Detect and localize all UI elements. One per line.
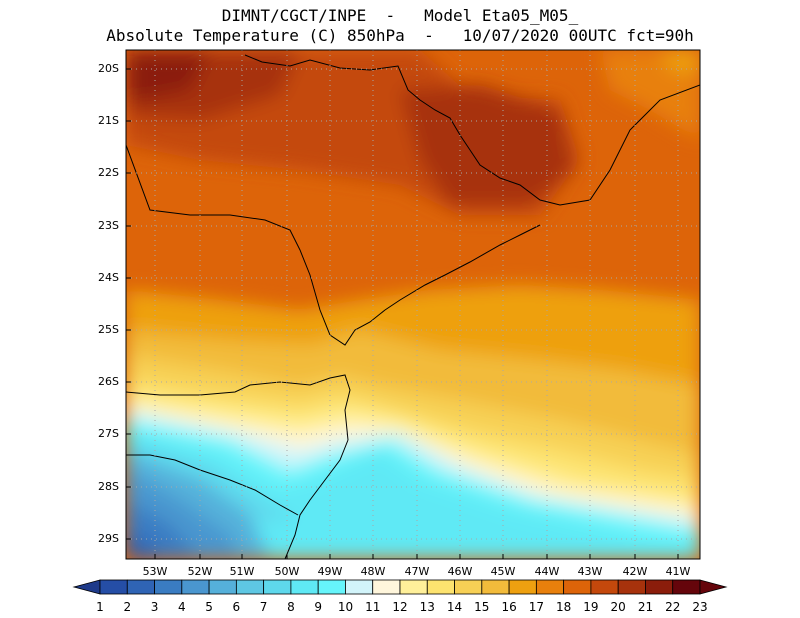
colorbar-swatch	[563, 579, 592, 595]
colorbar-label: 3	[150, 600, 159, 614]
lon-label-47w: 47W	[404, 565, 430, 578]
colorbar-label: 6	[232, 600, 241, 614]
colorbar-label: 14	[446, 600, 463, 614]
colorbar-label: 18	[555, 600, 572, 614]
state-border-south	[126, 374, 351, 441]
band-22	[126, 50, 210, 100]
colorbar-label: 20	[610, 600, 626, 614]
lon-label-53w: 53W	[142, 565, 168, 578]
colorbar-label: 15	[474, 600, 490, 614]
colorbar-swatch	[399, 579, 428, 595]
lat-label-29s: 29S	[98, 532, 119, 545]
state-border-southwest	[126, 454, 299, 516]
colorbar-swatch	[208, 579, 237, 595]
colorbar-label: 22	[665, 600, 681, 614]
colorbar	[72, 579, 728, 595]
colorbar-swatch	[154, 579, 183, 595]
colorbar-swatch	[590, 579, 619, 595]
colorbar-label: 2	[123, 600, 132, 614]
colorbar-swatch	[454, 579, 483, 595]
colorbar-swatch	[317, 579, 346, 595]
colorbar-swatch	[508, 579, 537, 595]
colorbar-label: 13	[419, 600, 435, 614]
plot-frame	[125, 49, 701, 560]
lat-label-26s: 26S	[98, 375, 119, 388]
colorbar-label: 21	[637, 600, 654, 614]
band-18-ne	[600, 50, 700, 140]
colorbar-label: 19	[583, 600, 599, 614]
lon-label-48w: 48W	[360, 565, 386, 578]
colorbar-swatch	[263, 579, 292, 595]
colorbar-swatch	[345, 579, 374, 595]
colorbar-arrow-low	[72, 579, 101, 595]
colorbar-label: 4	[177, 600, 186, 614]
colorbar-label: 1	[96, 600, 104, 614]
lon-label-42w: 42W	[622, 565, 648, 578]
colorbar-swatch	[645, 579, 674, 595]
map-title-line2: Absolute Temperature (C) 850hPa - 10/07/…	[106, 26, 694, 45]
lat-label-27s: 27S	[98, 427, 119, 440]
colorbar-swatch	[672, 579, 701, 595]
colorbar-swatch	[617, 579, 646, 595]
colorbar-label: 12	[392, 600, 408, 614]
coastline-south	[284, 439, 349, 559]
lon-label-50w: 50W	[274, 565, 300, 578]
colorbar-swatch	[372, 579, 401, 595]
colorbar-label: 11	[365, 600, 381, 614]
colorbar-swatch	[426, 579, 455, 595]
map-title-line1: DIMNT/CGCT/INPE - Model Eta05_M05_	[221, 6, 579, 25]
lat-label-25s: 25S	[98, 323, 119, 336]
colorbar-swatch	[481, 579, 510, 595]
coastline	[126, 144, 541, 346]
lat-label-23s: 23S	[98, 219, 119, 232]
lon-label-52w: 52W	[187, 565, 213, 578]
colorbar-label: 10	[337, 600, 354, 614]
colorbar-label: 7	[259, 600, 268, 614]
lon-label-41w: 41W	[665, 565, 691, 578]
colorbar-label: 17	[528, 600, 544, 614]
colorbar-swatch	[290, 579, 319, 595]
lat-label-22s: 22S	[98, 166, 119, 179]
temperature-field	[126, 50, 700, 559]
colorbar-label: 23	[692, 600, 708, 614]
lat-label-20s: 20S	[98, 62, 119, 75]
band-9	[126, 430, 700, 559]
colorbar-swatch	[99, 579, 128, 595]
lon-label-43w: 43W	[577, 565, 603, 578]
lat-label-24s: 24S	[98, 271, 119, 284]
colorbar-swatch	[181, 579, 210, 595]
ticks	[126, 68, 679, 559]
colorbar-label: 8	[287, 600, 295, 614]
colorbar-swatch	[126, 579, 155, 595]
lat-label-28s: 28S	[98, 480, 119, 493]
band-3	[126, 530, 160, 559]
lon-label-45w: 45W	[490, 565, 516, 578]
colorbar-arrow-high	[699, 579, 728, 595]
colorbar-swatch	[535, 579, 565, 595]
colorbar-label: 16	[501, 600, 517, 614]
colorbar-label: 5	[205, 600, 213, 614]
lon-label-46w: 46W	[447, 565, 473, 578]
lon-label-49w: 49W	[317, 565, 343, 578]
grid	[126, 50, 700, 559]
lat-label-21s: 21S	[98, 114, 119, 127]
lon-label-44w: 44W	[534, 565, 560, 578]
colorbar-label: 9	[314, 600, 322, 614]
lon-label-51w: 51W	[229, 565, 255, 578]
colorbar-swatch	[235, 579, 265, 595]
band-17-ne	[660, 50, 700, 75]
